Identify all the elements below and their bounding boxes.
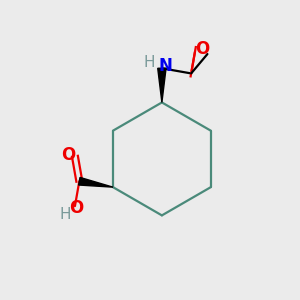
- Text: O: O: [69, 200, 83, 217]
- Text: O: O: [195, 40, 209, 58]
- Text: H: H: [60, 207, 71, 222]
- Text: N: N: [159, 58, 173, 76]
- Text: O: O: [61, 146, 76, 164]
- Polygon shape: [79, 177, 113, 187]
- Text: H: H: [144, 56, 155, 70]
- Polygon shape: [158, 68, 166, 102]
